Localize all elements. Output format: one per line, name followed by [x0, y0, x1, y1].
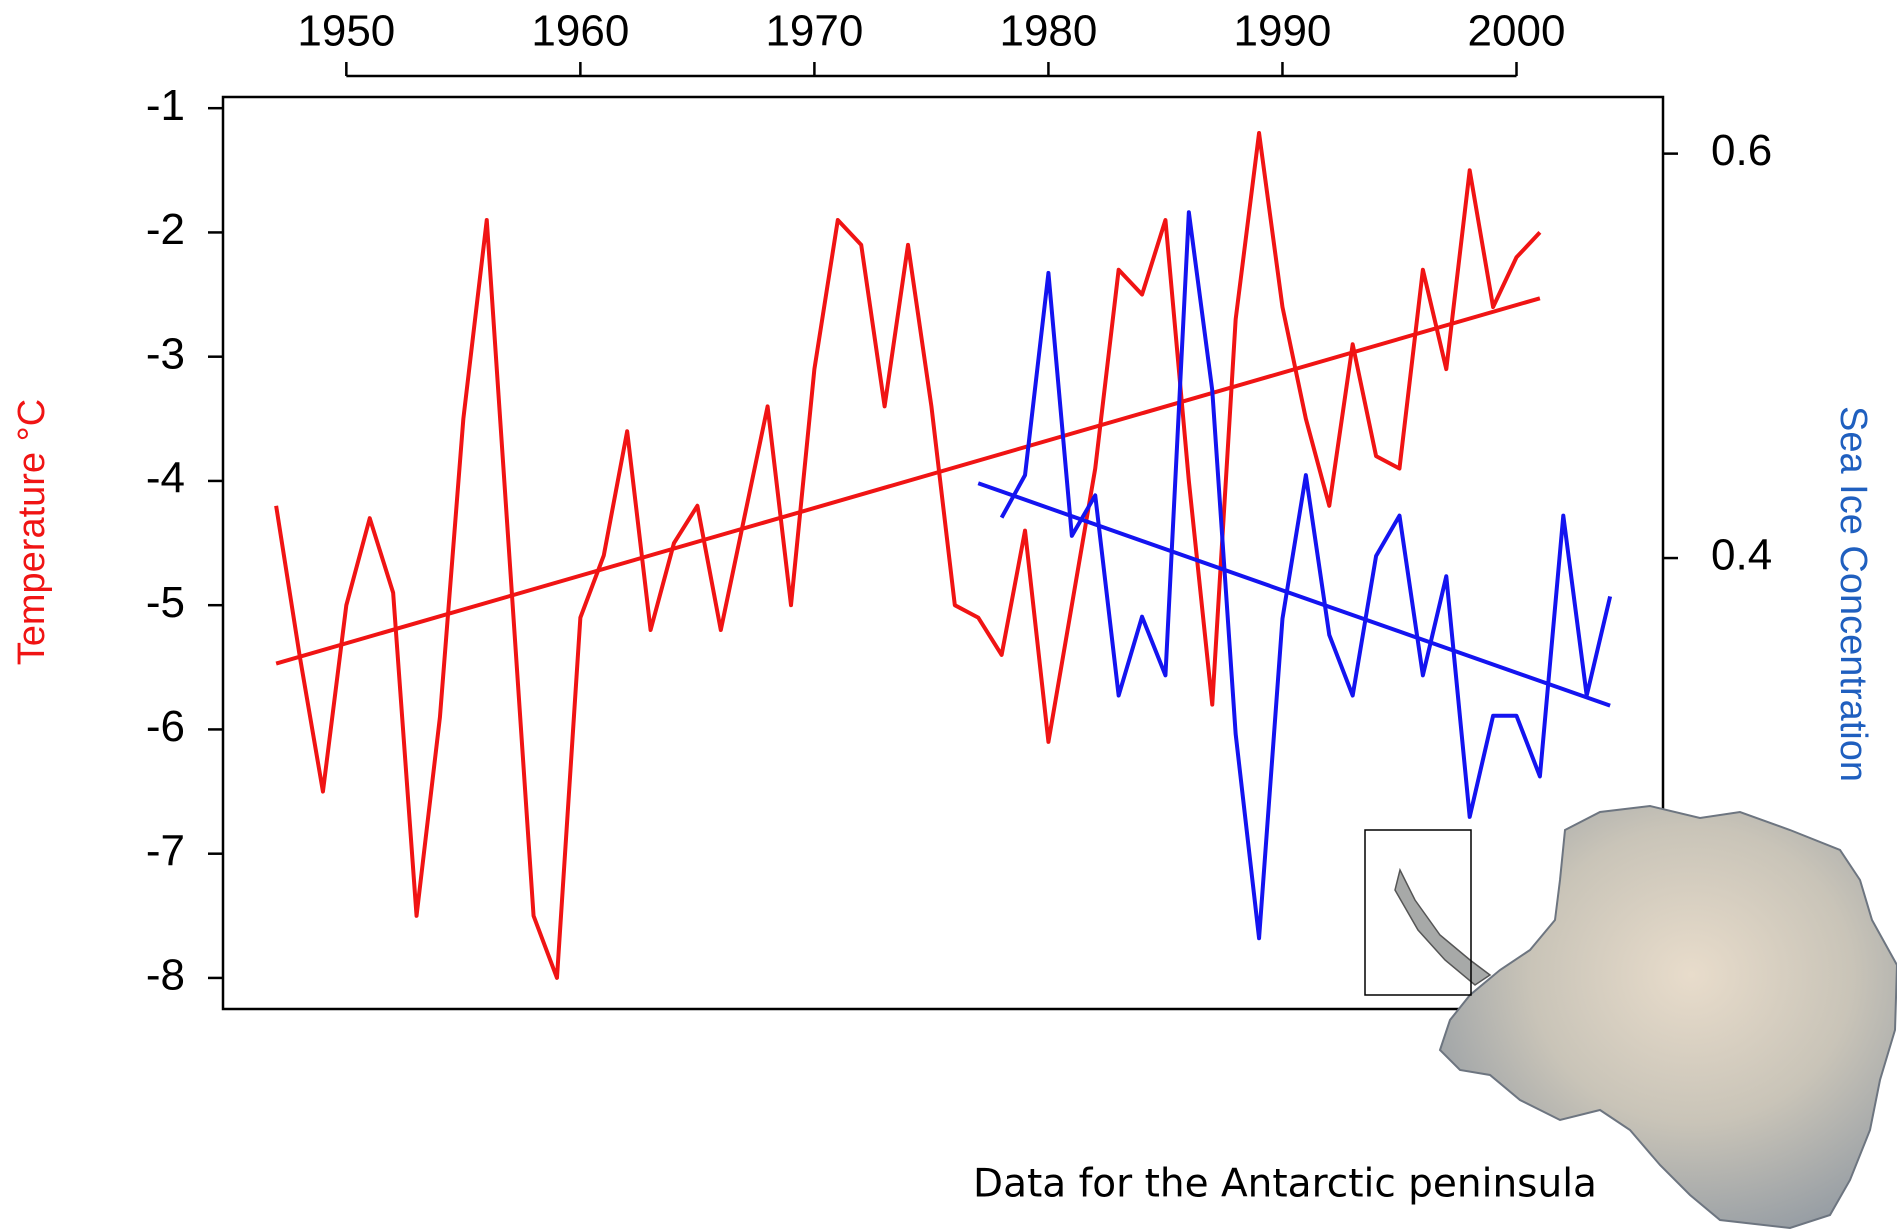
x-tick-label: 1950	[297, 7, 395, 56]
lines	[276, 133, 1610, 978]
x-tick-label: 1980	[999, 7, 1097, 56]
y2-axis-label: Sea Ice Concentration	[1832, 406, 1874, 782]
x-tick-label: 1990	[1234, 7, 1332, 56]
y-tick-label: -5	[146, 578, 185, 627]
y-tick-label: -4	[146, 454, 185, 503]
plot-frame	[223, 97, 1663, 1009]
y-tick-label: -1	[146, 81, 185, 130]
annotation: Data for the Antarctic peninsula	[973, 1162, 1597, 1207]
y-tick-label: -7	[146, 826, 185, 875]
y-tick-label: -2	[146, 205, 185, 254]
y-tick-label: -6	[146, 702, 185, 751]
page: Temperature °C Sea Ice Concentration Dat…	[0, 0, 1897, 1232]
y-tick-label: -3	[146, 329, 185, 378]
data-line	[276, 298, 1540, 663]
y2-tick-label: 0.6	[1711, 126, 1772, 175]
chart: Temperature °C Sea Ice Concentration Dat…	[0, 0, 1897, 1232]
data-line	[1002, 212, 1610, 938]
y-axis-label: Temperature °C	[11, 399, 53, 666]
x-tick-label: 1970	[765, 7, 863, 56]
x-tick-label: 2000	[1468, 7, 1566, 56]
data-line	[276, 133, 1540, 978]
y2-tick-label: 0.4	[1711, 531, 1772, 580]
y-tick-label: -8	[146, 951, 185, 1000]
x-tick-label: 1960	[531, 7, 629, 56]
peninsula-shape	[1395, 870, 1490, 985]
